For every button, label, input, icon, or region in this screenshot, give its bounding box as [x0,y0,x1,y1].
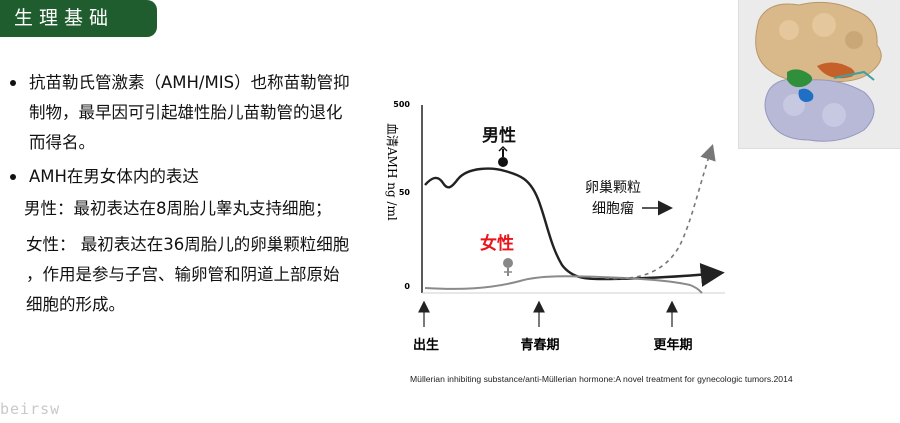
male-symbol-icon [498,145,508,167]
bullet-list: 抗苗勒氏管激素（AMH/MIS）也称苗勒管抑 制物，最早因可引起雄性胎儿苗勒管的… [6,68,396,320]
series-male-line [424,167,725,287]
male-expression-text: 男性：最初表达在8周胎儿睾丸支持细胞； [24,199,332,218]
y-tick-label: 50 [399,188,411,197]
protein-illustration [739,0,900,148]
y-tick-label: 500 [393,100,410,109]
bullet-line: 制物，最早因可引起雄性胎儿苗勒管的退化 [29,103,343,122]
y-tick-label: 0 [404,282,410,291]
female-expression-line: 女性： 最初表达在36周胎儿的卵巢颗粒细胞 [26,235,350,254]
bullet-dot [10,80,16,86]
bullet-line: 抗苗勒氏管激素（AMH/MIS）也称苗勒管抑 [29,73,350,92]
x-tick-label: 青春期 [520,337,559,353]
x-tick-label: 出生 [413,337,439,353]
figure-caption: Müllerian inhibiting substance/anti-Müll… [410,374,793,384]
x-tick-label: 更年期 [653,337,692,353]
amh-chart-svg: 500 50 0 血清AMH ng /ml 男性 女性 卵巢颗粒 细胞瘤 [385,100,725,353]
tumor-label-line: 细胞瘤 [592,200,634,217]
bullet-amh-definition: 抗苗勒氏管激素（AMH/MIS）也称苗勒管抑 制物，最早因可引起雄性胎儿苗勒管的… [6,68,396,158]
series-tumor-dashed-line [604,143,716,280]
female-label: 女性 [480,233,514,254]
bullet-line: AMH在男女体内的表达 [29,167,199,186]
bullet-dot [10,174,16,180]
protein-structure-image [738,0,900,149]
section-title: 生理基础 [0,0,157,37]
tumor-label-line: 卵巢颗粒 [585,180,641,196]
female-expression-line: 细胞的形成。 [26,295,125,314]
series-female-line [424,275,703,294]
watermark: beirsw [0,400,61,418]
female-expression-line: ，作用是参与子宫、输卵管和阴道上部原始 [26,265,340,284]
female-symbol-icon [503,258,513,276]
bullet-amh-expression: AMH在男女体内的表达 [6,162,396,192]
y-axis-label: 血清AMH ng /ml [385,123,399,221]
bullet-line: 而得名。 [29,133,95,152]
amh-chart: 500 50 0 血清AMH ng /ml 男性 女性 卵巢颗粒 细胞瘤 [380,95,740,369]
male-label: 男性 [482,125,516,146]
